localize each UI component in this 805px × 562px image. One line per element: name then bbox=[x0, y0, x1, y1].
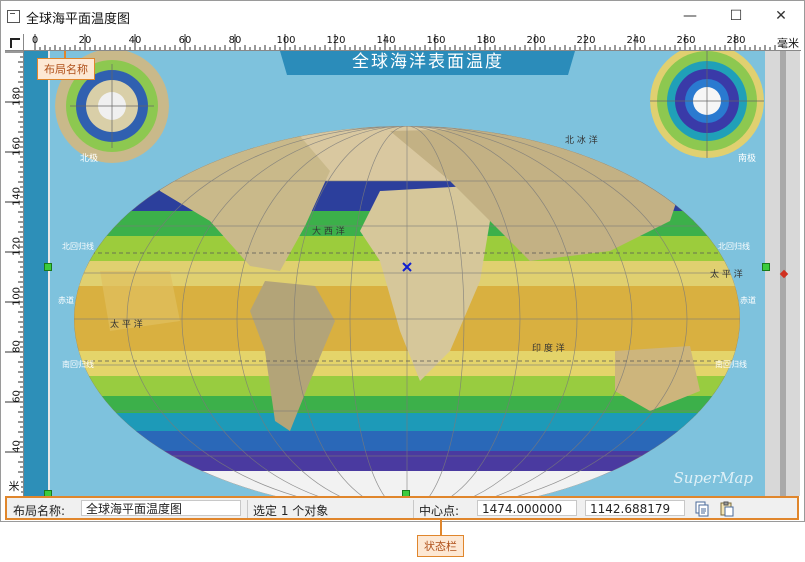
tropic-north-label-right: 北回归线 bbox=[718, 241, 750, 251]
layout-window: 全球海平面温度图 — ☐ ✕ 0 20 40 60 80 100 120 140… bbox=[0, 0, 805, 522]
tropic-south-label-left: 南回归线 bbox=[62, 359, 94, 369]
selection-handle-left[interactable] bbox=[44, 263, 52, 271]
layout-name-field[interactable]: 全球海平面温度图 bbox=[81, 500, 241, 516]
equator-label-right: 赤道 bbox=[740, 295, 756, 305]
ruler-h-label: 0 bbox=[31, 35, 39, 46]
indian-ocean-label: 印 度 洋 bbox=[532, 342, 565, 354]
selection-handle-right[interactable] bbox=[762, 263, 770, 271]
tropic-south-label-right: 南回归线 bbox=[715, 359, 747, 369]
title-bar: 全球海平面温度图 — ☐ ✕ bbox=[1, 1, 804, 32]
status-bar: 布局名称: 全球海平面温度图 选定 1 个对象 中心点: 1474.000000… bbox=[5, 496, 799, 520]
pacific-ocean-label: 太 平 洋 bbox=[110, 318, 143, 330]
center-x-field[interactable]: 1474.000000 bbox=[477, 500, 577, 516]
ruler-v-label: 140 bbox=[11, 186, 23, 207]
pacific-ocean-label-right: 太 平 洋 bbox=[710, 268, 743, 280]
horizontal-ruler[interactable]: 0 20 40 60 80 100 120 140 160 180 200 22… bbox=[5, 34, 801, 51]
layout-name-label: 布局名称: bbox=[13, 504, 66, 518]
ruler-v-label: 80 bbox=[11, 340, 23, 353]
ruler-v-unit: 米 bbox=[7, 478, 21, 494]
statusbar-callout: 状态栏 bbox=[417, 535, 464, 557]
ruler-h-label: 80 bbox=[228, 35, 242, 46]
ruler-v-label: 100 bbox=[11, 286, 23, 307]
maximize-button[interactable]: ☐ bbox=[729, 8, 743, 24]
ruler-h-label: 20 bbox=[78, 35, 92, 46]
page-margin-band bbox=[24, 51, 48, 496]
ruler-h-label: 140 bbox=[376, 35, 396, 46]
title-banner bbox=[280, 51, 575, 75]
ruler-h-label: 40 bbox=[128, 35, 142, 46]
horizontal-ruler-ticks bbox=[34, 34, 781, 50]
callout-pointer bbox=[64, 51, 66, 59]
copy-icon[interactable] bbox=[694, 501, 710, 517]
vertical-ruler[interactable]: 180 160 140 120 100 80 60 40 米 bbox=[5, 50, 24, 496]
ruler-h-label: 100 bbox=[276, 35, 296, 46]
atlantic-ocean-label: 大 西 洋 bbox=[312, 225, 345, 237]
ruler-v-label: 160 bbox=[11, 136, 23, 157]
north-pole-label: 北极 bbox=[80, 152, 98, 164]
north-pole-inset bbox=[55, 51, 169, 163]
ruler-corner[interactable] bbox=[5, 34, 24, 51]
ruler-h-unit: 毫米 bbox=[777, 35, 799, 50]
tropic-north-label-left: 北回归线 bbox=[62, 241, 94, 251]
center-point-label: 中心点: bbox=[419, 504, 460, 518]
world-map bbox=[74, 126, 740, 496]
south-pole-label: 南极 bbox=[738, 152, 756, 164]
layout-name-callout: 布局名称 bbox=[37, 58, 95, 80]
ruler-v-label: 40 bbox=[11, 440, 23, 453]
ruler-h-label: 160 bbox=[426, 35, 446, 46]
arctic-ocean-label: 北 冰 洋 bbox=[565, 134, 598, 146]
ruler-h-label: 240 bbox=[626, 35, 646, 46]
ruler-h-label: 180 bbox=[476, 35, 496, 46]
statusbar-callout-pointer bbox=[440, 519, 442, 535]
selection-handle-bottom[interactable] bbox=[402, 490, 410, 496]
supermap-watermark: SuperMap bbox=[673, 469, 754, 487]
ruler-h-label: 260 bbox=[676, 35, 696, 46]
window-title: 全球海平面温度图 bbox=[26, 12, 131, 27]
ruler-h-label: 60 bbox=[178, 35, 192, 46]
map-layout-page[interactable]: 全球海洋表面温度 bbox=[50, 51, 765, 496]
ruler-v-label: 120 bbox=[11, 236, 23, 257]
south-pole-inset bbox=[650, 51, 764, 158]
center-y-field[interactable]: 1142.688179 bbox=[585, 500, 685, 516]
sea-temperature-map[interactable]: 全球海洋表面温度 bbox=[50, 51, 765, 496]
minimize-button[interactable]: — bbox=[683, 8, 697, 24]
ruler-h-label: 200 bbox=[526, 35, 546, 46]
status-separator bbox=[247, 500, 248, 518]
ruler-v-label: 180 bbox=[11, 86, 23, 107]
vertical-ruler-ticks bbox=[5, 51, 23, 493]
status-separator bbox=[413, 500, 414, 518]
equator-label-left: 赤道 bbox=[58, 295, 74, 305]
map-title: 全球海洋表面温度 bbox=[352, 52, 504, 72]
ruler-h-label: 120 bbox=[326, 35, 346, 46]
paste-icon[interactable] bbox=[719, 501, 735, 517]
layout-canvas[interactable]: 全球海洋表面温度 bbox=[24, 51, 800, 496]
selection-status: 选定 1 个对象 bbox=[253, 504, 329, 518]
close-button[interactable]: ✕ bbox=[775, 8, 787, 24]
ruler-h-label: 220 bbox=[576, 35, 596, 46]
window-icon bbox=[7, 10, 20, 23]
center-point-marker bbox=[402, 262, 412, 272]
ruler-v-label: 60 bbox=[11, 390, 23, 403]
selection-handle-bottom-left[interactable] bbox=[44, 490, 52, 496]
ruler-h-label: 280 bbox=[726, 35, 746, 46]
